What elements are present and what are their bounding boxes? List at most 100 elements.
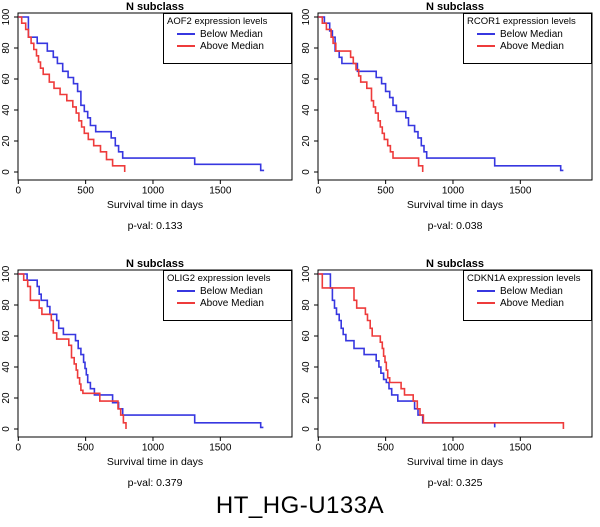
legend-item-above-median: Above Median <box>464 297 591 309</box>
x-axis-tick-label: 0 <box>16 186 22 197</box>
km-curve-below-median <box>318 273 496 428</box>
x-axis-tick-label: 500 <box>77 443 94 454</box>
legend-label: Above Median <box>200 297 264 309</box>
survival-plot-canvas-cdkn1a: 0 500 1000 1500 0 20 40 60 80 100 <box>301 265 593 454</box>
pvalue-text: p-val: 0.325 <box>427 477 483 489</box>
survival-plot-canvas-rcor1: 0 500 1000 1500 0 20 40 60 80 100 <box>301 8 593 197</box>
x-axis-tick-label: 1500 <box>509 186 532 197</box>
legend-item-above-median: Above Median <box>164 297 291 309</box>
y-axis-tick-label: 100 <box>301 265 312 282</box>
legend-aof2: AOF2 expression levels Below Median Abov… <box>163 13 292 64</box>
x-axis-tick-label: 500 <box>377 186 394 197</box>
km-curve-above-median <box>18 273 127 429</box>
x-axis-tick-label: 0 <box>316 443 322 454</box>
km-curve-above-median <box>318 273 565 429</box>
y-axis-tick-label: 40 <box>1 104 12 116</box>
pvalue-text: p-val: 0.379 <box>127 477 183 489</box>
x-axis-label: Survival time in days <box>406 199 504 211</box>
below-median-line-swatch <box>477 33 495 35</box>
x-axis-tick-label: 1500 <box>209 443 232 454</box>
legend-rcor1: RCOR1 expression levels Below Median Abo… <box>463 13 592 64</box>
platform-label: HT_HG-U133A <box>215 492 385 519</box>
y-axis-tick-label: 20 <box>1 392 12 404</box>
plot-title: N subclass <box>125 1 185 13</box>
x-axis-label: Survival time in days <box>406 456 504 468</box>
y-axis-tick-label: 0 <box>1 426 12 432</box>
subplot-cdkn1a: N subclass 0 500 1000 1500 0 20 40 60 80 100 CDKN… <box>300 257 600 497</box>
legend-item-below-median: Below Median <box>464 285 591 297</box>
below-median-line-swatch <box>177 33 195 35</box>
plot-frame <box>17 12 293 181</box>
y-axis-tick-label: 80 <box>301 299 312 311</box>
legend-title: AOF2 expression levels <box>167 16 268 27</box>
legend-olig2: OLIG2 expression levels Below Median Abo… <box>163 270 292 321</box>
plot-frame <box>317 269 593 438</box>
legend-label: Below Median <box>200 285 263 297</box>
y-axis-tick-label: 40 <box>301 104 312 116</box>
y-axis-tick-label: 60 <box>1 330 12 342</box>
legend-title: RCOR1 expression levels <box>467 16 576 27</box>
legend-label: Above Median <box>500 297 564 309</box>
y-axis-tick-label: 100 <box>301 8 312 25</box>
y-axis-tick-label: 100 <box>1 265 12 282</box>
legend-label: Below Median <box>500 285 563 297</box>
legend-label: Below Median <box>500 28 563 40</box>
plot-title: N subclass <box>125 258 185 270</box>
y-axis-tick-label: 40 <box>301 361 312 373</box>
y-axis-tick-label: 100 <box>1 8 12 25</box>
x-axis-tick-label: 1000 <box>142 186 165 197</box>
y-axis-tick-label: 60 <box>301 330 312 342</box>
below-median-line-swatch <box>177 290 195 292</box>
above-median-line-swatch <box>177 45 195 47</box>
km-curve-above-median <box>18 16 126 172</box>
pvalue-text: p-val: 0.038 <box>427 220 483 232</box>
legend-title: OLIG2 expression levels <box>167 273 271 284</box>
legend-cdkn1a: CDKN1A expression levels Below Median Ab… <box>463 270 592 321</box>
y-axis-tick-label: 80 <box>1 42 12 54</box>
x-axis-tick-label: 0 <box>316 186 322 197</box>
legend-item-below-median: Below Median <box>464 28 591 40</box>
x-axis-label: Survival time in days <box>106 456 204 468</box>
y-axis-tick-label: 40 <box>1 361 12 373</box>
plot-title: N subclass <box>425 1 485 13</box>
x-axis-label: Survival time in days <box>106 199 204 211</box>
above-median-line-swatch <box>477 45 495 47</box>
y-axis-tick-label: 0 <box>1 169 12 175</box>
x-axis-tick-label: 1000 <box>442 443 465 454</box>
x-axis-tick-label: 1500 <box>209 186 232 197</box>
survival-plot-canvas-aof2: 0 500 1000 1500 0 20 40 60 80 100 <box>1 8 293 197</box>
km-curve-below-median <box>18 16 265 172</box>
legend-label: Above Median <box>200 40 264 52</box>
x-axis-tick-label: 1000 <box>142 443 165 454</box>
x-axis-tick-label: 500 <box>77 186 94 197</box>
pvalue-text: p-val: 0.133 <box>127 220 183 232</box>
y-axis-tick-label: 20 <box>301 135 312 147</box>
y-axis-tick-label: 60 <box>301 73 312 85</box>
y-axis-tick-label: 0 <box>301 426 312 432</box>
x-axis-tick-label: 500 <box>377 443 394 454</box>
plot-frame <box>17 269 293 438</box>
x-axis-tick-label: 0 <box>16 443 22 454</box>
subplot-rcor1: N subclass 0 500 1000 1500 0 20 40 60 80 100 RCOR… <box>300 0 600 240</box>
legend-item-below-median: Below Median <box>164 285 291 297</box>
plot-title: N subclass <box>425 258 485 270</box>
y-axis-tick-label: 60 <box>1 73 12 85</box>
legend-item-below-median: Below Median <box>164 28 291 40</box>
above-median-line-swatch <box>477 302 495 304</box>
subplot-aof2: N subclass 0 500 1000 1500 0 20 40 60 80 100 AOF2… <box>0 0 300 240</box>
subplot-olig2: N subclass 0 500 1000 1500 0 20 40 60 80 100 OLIG… <box>0 257 300 497</box>
y-axis-tick-label: 80 <box>301 42 312 54</box>
plot-frame <box>317 12 593 181</box>
x-axis-tick-label: 1500 <box>509 443 532 454</box>
y-axis-tick-label: 80 <box>1 299 12 311</box>
y-axis-tick-label: 20 <box>301 392 312 404</box>
legend-item-above-median: Above Median <box>464 40 591 52</box>
x-axis-tick-label: 1000 <box>442 186 465 197</box>
legend-label: Above Median <box>500 40 564 52</box>
legend-label: Below Median <box>200 28 263 40</box>
below-median-line-swatch <box>477 290 495 292</box>
y-axis-tick-label: 20 <box>1 135 12 147</box>
above-median-line-swatch <box>177 302 195 304</box>
survival-plot-canvas-olig2: 0 500 1000 1500 0 20 40 60 80 100 <box>1 265 293 454</box>
